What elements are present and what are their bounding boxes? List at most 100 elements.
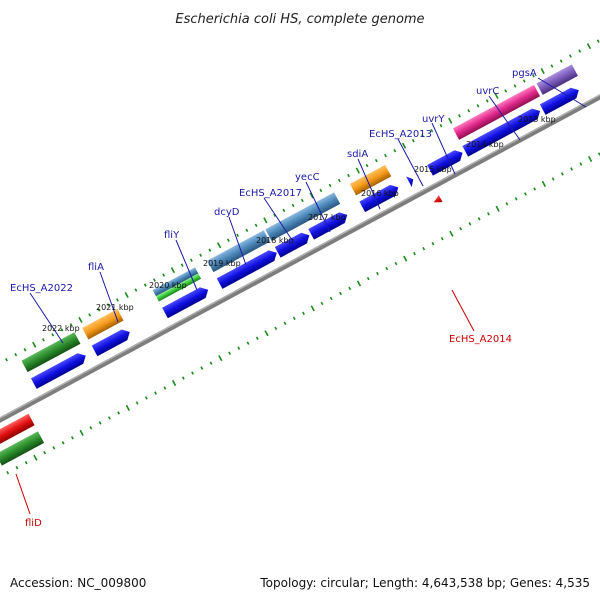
scale-tick-minor (245, 228, 249, 232)
scale-ticks-upper (5, 39, 600, 362)
scale-label: 2017 kbp (308, 213, 346, 222)
bar-echs-a2022[interactable] (21, 332, 81, 373)
leader-flid (15, 473, 31, 515)
bar-fliy-bottom[interactable] (155, 273, 202, 302)
scale-tick-major (310, 305, 315, 312)
scale-tick-major (449, 230, 454, 237)
label-dcyd[interactable]: dcyD (214, 207, 240, 218)
gene-arrow-sdia[interactable] (359, 182, 401, 213)
scale-tick-minor (208, 248, 212, 252)
leader-uvrc (488, 95, 521, 141)
leader-flia (99, 271, 119, 323)
gene-arrow-fliy[interactable] (162, 284, 211, 319)
scale-tick-minor (24, 460, 28, 465)
label-flia[interactable]: fliA (88, 262, 104, 273)
scale-tick-major (403, 255, 408, 262)
scale-label: 2019 kbp (203, 259, 241, 268)
gene-arrow-uvry[interactable] (427, 147, 465, 176)
scale-tick-minor (14, 353, 18, 357)
category-bars-upper (21, 64, 578, 373)
scale-tick-minor (337, 178, 341, 183)
label-echs-a2013[interactable]: EcHS_A2013 (369, 129, 432, 140)
gene-arrow-echs-a2017[interactable] (274, 230, 312, 258)
scale-tick-minor (504, 89, 508, 93)
scale-tick-minor (533, 187, 537, 191)
label-uvrc[interactable]: uvrC (476, 86, 499, 97)
leader-fliy (175, 239, 198, 291)
label-fliy[interactable]: fliY (164, 230, 180, 241)
gene-arrow-echs-a2022[interactable] (30, 350, 89, 389)
scale-tick-minor (283, 321, 287, 326)
scale-tick-minor (116, 298, 119, 302)
scale-tick-minor (329, 296, 333, 301)
scale-tick-minor (143, 283, 147, 287)
label-echs-a2014[interactable]: EcHS_A2014 (449, 334, 512, 345)
scale-tick-minor (458, 114, 461, 118)
gene-arrow-pgsa[interactable] (539, 85, 582, 115)
gene-arrow-echs-a2013[interactable] (406, 174, 416, 187)
bar-dcyd[interactable] (207, 230, 270, 273)
label-sdia[interactable]: sdiA (347, 149, 368, 160)
scale-tick-minor (376, 271, 379, 276)
gene-arrow-uvrc[interactable] (462, 106, 543, 157)
scale-label: 2013 kbp (518, 115, 556, 124)
leader-echs-a2017 (263, 197, 297, 247)
bar-sdia[interactable] (349, 164, 392, 196)
scale-tick-major (171, 380, 177, 387)
scale-tick-minor (69, 323, 73, 327)
label-flid[interactable]: fliD (25, 518, 42, 529)
scale-tick-minor (42, 338, 45, 342)
bar-pgsa[interactable] (536, 64, 578, 95)
bar-fliy-top[interactable] (152, 267, 199, 297)
scale-tick-minor (228, 351, 231, 355)
scale-tick-minor (106, 303, 110, 307)
backbone-highlight (0, 76, 600, 439)
scale-tick-minor (70, 436, 74, 440)
gene-arrow-dcyd[interactable] (216, 247, 280, 289)
scale-tick-minor (440, 236, 444, 241)
leader-echs-a2022 (29, 292, 64, 344)
scale-tick-minor (476, 104, 480, 108)
scale-tick-major (586, 43, 592, 50)
leader-pgsa (537, 77, 587, 108)
scale-tick-minor (302, 311, 305, 316)
gene-arrow-yecc[interactable] (308, 210, 350, 240)
scale-tick-minor (163, 386, 167, 390)
scale-tick-minor (394, 261, 398, 266)
bar-flid-green[interactable] (0, 431, 45, 466)
scale-tick-minor (292, 316, 296, 321)
scale-tick-minor (320, 301, 324, 306)
scale-tick-minor (246, 341, 250, 345)
reverse-strand-features (0, 195, 443, 466)
scale-tick-major (355, 167, 360, 174)
scale-tick-major (218, 355, 223, 362)
label-pgsa[interactable]: pgsA (512, 68, 537, 79)
scale-tick-minor (191, 371, 194, 375)
label-echs-a2022[interactable]: EcHS_A2022 (10, 283, 73, 294)
scale-tick-major (401, 142, 407, 149)
scale-tick-minor (291, 203, 295, 208)
bar-flia[interactable] (82, 309, 124, 340)
label-yecc[interactable]: yecC (295, 172, 320, 183)
gene-arrow-echs-a2014[interactable] (432, 195, 443, 206)
scale-tick-minor (153, 278, 156, 282)
scale-tick-minor (532, 74, 535, 78)
scale-label: 2020 kbp (149, 281, 187, 290)
label-uvry[interactable]: uvrY (422, 114, 445, 125)
scale-tick-minor (596, 39, 600, 43)
bar-flid-red[interactable] (0, 413, 35, 448)
scale-tick-minor (52, 446, 56, 450)
scale-tick-minor (51, 333, 55, 337)
scale-label: 2016 kbp (361, 189, 399, 198)
scale-tick-minor (348, 286, 352, 291)
label-echs-a2017[interactable]: EcHS_A2017 (239, 188, 302, 199)
scale-tick-minor (374, 158, 378, 163)
scale-tick-minor (88, 313, 92, 317)
genome-track (0, 39, 600, 475)
gene-arrow-flia[interactable] (91, 327, 133, 357)
leader-echs-a2013 (397, 138, 424, 187)
scale-tick-major (495, 205, 500, 212)
scale-tick-minor (468, 222, 472, 226)
scale-tick-minor (107, 416, 111, 420)
bar-uvrc[interactable] (452, 84, 541, 140)
